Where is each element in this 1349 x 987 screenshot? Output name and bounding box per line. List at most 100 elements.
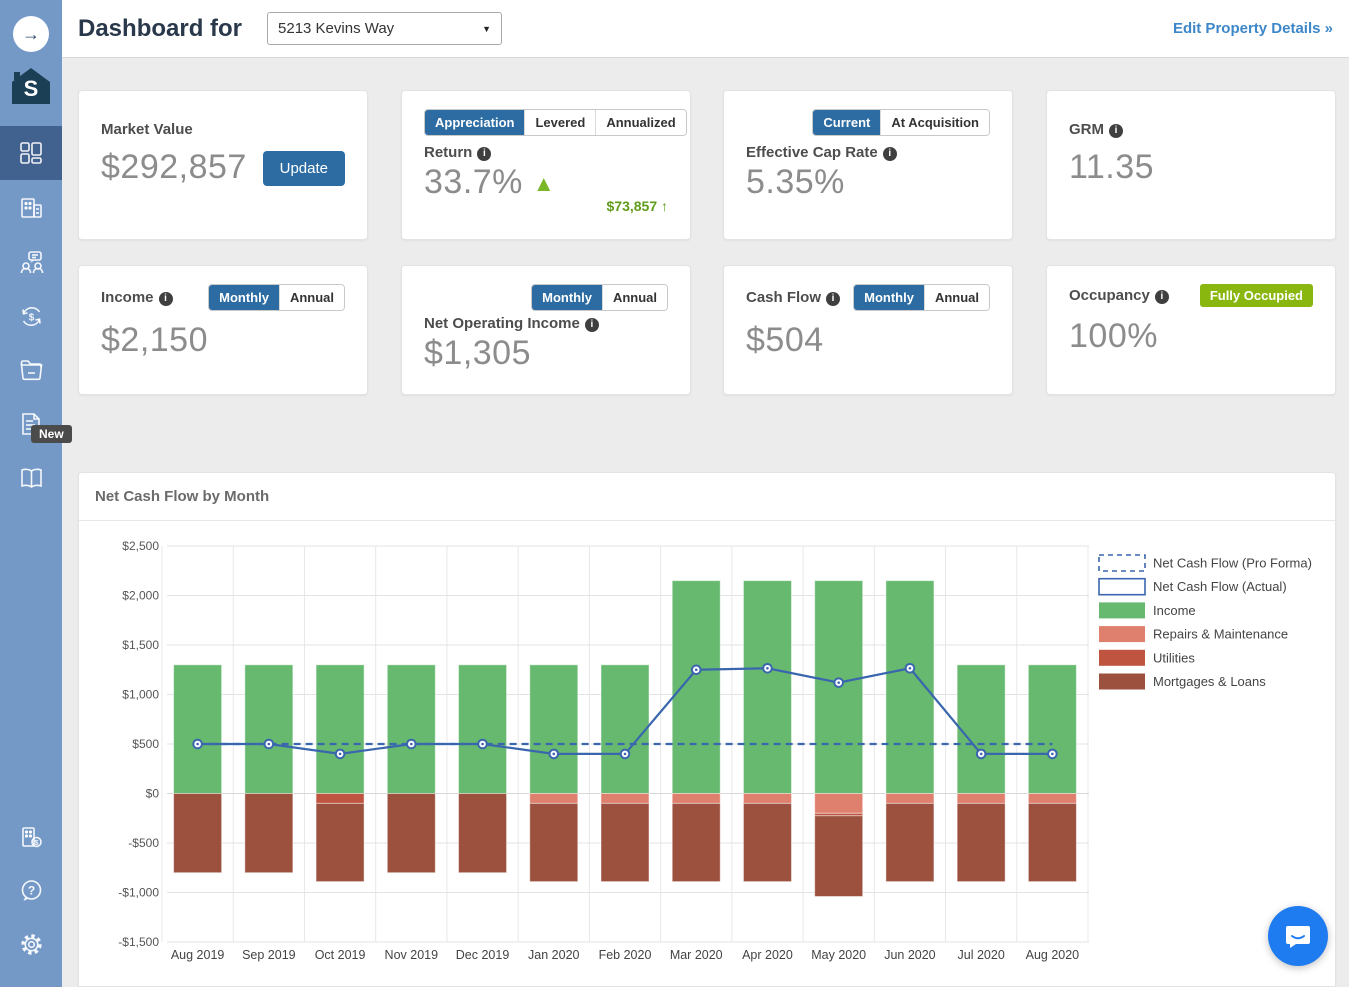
info-icon[interactable]: i xyxy=(585,318,599,332)
cap-rate-tabs: Current At Acquisition xyxy=(812,109,990,136)
header: Dashboard for 5213 Kevins Way ▼ Edit Pro… xyxy=(62,0,1349,58)
tab-appreciation[interactable]: Appreciation xyxy=(425,110,524,135)
svg-text:$2,000: $2,000 xyxy=(122,589,159,603)
tab-levered[interactable]: Levered xyxy=(524,110,595,135)
grm-value: 11.35 xyxy=(1069,148,1313,187)
svg-text:May 2020: May 2020 xyxy=(811,948,866,962)
gear-icon xyxy=(18,931,45,958)
up-triangle-icon: ▲ xyxy=(533,171,555,196)
cash-flow-value: $504 xyxy=(746,321,990,360)
reports-new-badge: New xyxy=(31,425,72,443)
noi-tabs: Monthly Annual xyxy=(531,284,668,311)
occupancy-card: Occupancyi Fully Occupied 100% xyxy=(1046,265,1336,395)
svg-text:Aug 2020: Aug 2020 xyxy=(1026,948,1080,962)
sidebar-expand-button[interactable]: → xyxy=(13,16,49,52)
book-icon xyxy=(18,465,45,492)
occupancy-label: Occupancyi xyxy=(1069,287,1169,304)
update-button[interactable]: Update xyxy=(263,151,345,186)
fully-occupied-badge: Fully Occupied xyxy=(1200,284,1313,307)
property-selector-value: 5213 Kevins Way xyxy=(278,20,394,37)
tab-at-acquisition[interactable]: At Acquisition xyxy=(880,110,989,135)
tab-monthly[interactable]: Monthly xyxy=(854,285,924,310)
logo-letter: S xyxy=(24,76,39,101)
tab-annual[interactable]: Annual xyxy=(279,285,344,310)
svg-text:Mortgages & Loans: Mortgages & Loans xyxy=(1153,674,1266,689)
occupancy-value: 100% xyxy=(1069,317,1313,356)
building-icon xyxy=(18,195,44,221)
cash-flow-label: Cash Flowi xyxy=(746,289,840,306)
svg-text:$2,500: $2,500 xyxy=(122,539,159,553)
sidebar-item-documents[interactable] xyxy=(0,343,62,397)
tab-annual[interactable]: Annual xyxy=(602,285,667,310)
dashboard-grid-icon xyxy=(18,140,44,166)
svg-text:Utilities: Utilities xyxy=(1153,650,1195,665)
market-value-card: Market Value $292,857 Update xyxy=(78,90,368,240)
chevron-down-icon: ▼ xyxy=(482,24,491,34)
dollar-sync-icon: $ xyxy=(18,303,45,330)
svg-text:$1,000: $1,000 xyxy=(122,688,159,702)
svg-text:Jun 2020: Jun 2020 xyxy=(884,948,935,962)
market-value-label: Market Value xyxy=(101,121,345,138)
svg-text:$500: $500 xyxy=(132,737,159,751)
info-icon[interactable]: i xyxy=(477,147,491,161)
svg-text:Sep 2019: Sep 2019 xyxy=(242,948,296,962)
return-value: 33.7%▲ xyxy=(424,163,668,202)
chat-bubble-icon xyxy=(1284,922,1312,950)
tab-monthly[interactable]: Monthly xyxy=(209,285,279,310)
svg-text:?: ? xyxy=(27,883,34,897)
chat-launcher-button[interactable] xyxy=(1268,906,1328,966)
chart-title: Net Cash Flow by Month xyxy=(79,473,1335,521)
building-dollar-icon: $ xyxy=(18,824,45,851)
svg-text:Mar 2020: Mar 2020 xyxy=(670,948,723,962)
info-icon[interactable]: i xyxy=(1109,124,1123,138)
svg-text:Feb 2020: Feb 2020 xyxy=(599,948,652,962)
svg-text:Income: Income xyxy=(1153,603,1196,618)
sidebar-item-valuation[interactable]: $ xyxy=(0,810,62,864)
net-cash-flow-chart[interactable]: $2,500$2,000$1,500$1,000$500$0-$500-$1,0… xyxy=(79,521,1335,987)
arrow-right-icon: → xyxy=(22,24,40,45)
edit-property-details-link[interactable]: Edit Property Details » xyxy=(1173,20,1333,37)
svg-text:Jan 2020: Jan 2020 xyxy=(528,948,579,962)
net-cash-flow-panel: Net Cash Flow by Month $2,500$2,000$1,50… xyxy=(78,472,1336,987)
sidebar-item-dashboard[interactable] xyxy=(0,126,62,180)
tab-current[interactable]: Current xyxy=(813,110,880,135)
grm-label: GRMi xyxy=(1069,121,1313,138)
info-icon[interactable]: i xyxy=(883,147,897,161)
sidebar-item-settings[interactable] xyxy=(0,917,62,971)
info-icon[interactable]: i xyxy=(826,292,840,306)
folder-icon xyxy=(18,357,45,384)
noi-card: Monthly Annual Net Operating Incomei $1,… xyxy=(401,265,691,395)
sidebar-item-properties[interactable] xyxy=(0,181,62,235)
cap-rate-label: Effective Cap Ratei xyxy=(746,144,990,161)
income-value: $2,150 xyxy=(101,321,345,360)
svg-text:-$1,000: -$1,000 xyxy=(118,886,159,900)
sidebar-item-manual[interactable] xyxy=(0,451,62,505)
stessa-logo[interactable]: S xyxy=(9,66,53,108)
return-card: Appreciation Levered Annualized Returni … xyxy=(401,90,691,240)
info-icon[interactable]: i xyxy=(1155,290,1169,304)
return-label: Returni xyxy=(424,144,668,161)
svg-text:Net Cash Flow (Actual): Net Cash Flow (Actual) xyxy=(1153,579,1287,594)
income-card: Incomei Monthly Annual $2,150 xyxy=(78,265,368,395)
property-selector[interactable]: 5213 Kevins Way ▼ xyxy=(267,12,502,45)
sidebar-item-transactions[interactable]: $ xyxy=(0,289,62,343)
noi-value: $1,305 xyxy=(424,334,668,373)
svg-text:-$1,500: -$1,500 xyxy=(118,935,159,949)
cash-flow-tabs: Monthly Annual xyxy=(853,284,990,311)
sidebar: → S xyxy=(0,0,62,987)
svg-text:Apr 2020: Apr 2020 xyxy=(742,948,793,962)
tab-annualized[interactable]: Annualized xyxy=(595,110,685,135)
cash-flow-card: Cash Flowi Monthly Annual $504 xyxy=(723,265,1013,395)
grm-card: GRMi 11.35 xyxy=(1046,90,1336,240)
income-tabs: Monthly Annual xyxy=(208,284,345,311)
info-icon[interactable]: i xyxy=(159,292,173,306)
cap-rate-card: Current At Acquisition Effective Cap Rat… xyxy=(723,90,1013,240)
sidebar-item-tenants[interactable] xyxy=(0,235,62,289)
svg-text:Jul 2020: Jul 2020 xyxy=(958,948,1005,962)
svg-text:-$500: -$500 xyxy=(128,836,159,850)
tab-monthly[interactable]: Monthly xyxy=(532,285,602,310)
cap-rate-value: 5.35% xyxy=(746,163,990,202)
tab-annual[interactable]: Annual xyxy=(924,285,989,310)
sidebar-item-help[interactable]: ? xyxy=(0,863,62,917)
svg-text:Oct 2019: Oct 2019 xyxy=(315,948,366,962)
